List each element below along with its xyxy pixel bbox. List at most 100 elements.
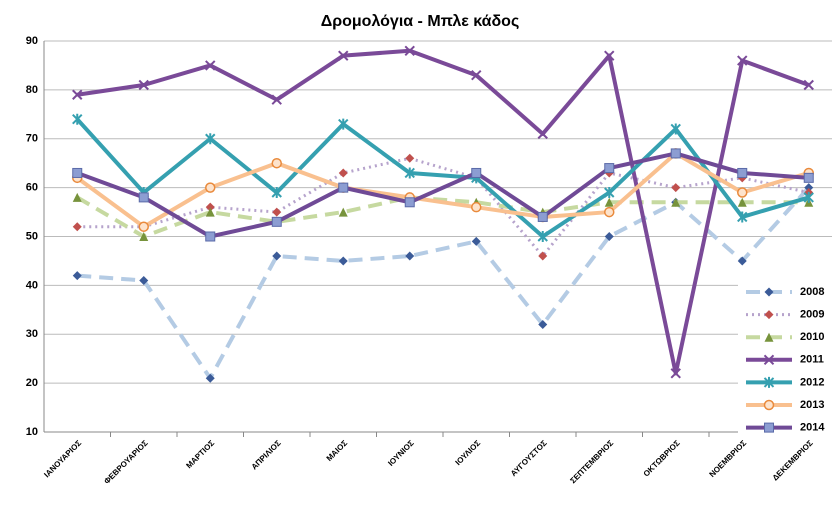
marker [271,157,282,169]
marker [670,368,681,379]
marker [271,187,282,199]
marker [205,133,216,145]
marker [271,94,282,105]
marker [604,187,615,199]
marker [803,79,814,91]
marker [205,207,215,217]
legend-label: 2012 [800,376,824,388]
marker [338,256,348,266]
y-tick-label: 20 [26,377,38,389]
marker [471,70,482,81]
marker [604,232,614,241]
x-tick-label: ΑΥΓΟΥΣΤΟΣ [509,438,549,478]
y-tick-label: 40 [26,279,38,291]
y-tick-label: 90 [26,35,38,47]
marker [537,128,548,140]
marker [671,197,681,207]
marker [404,197,415,208]
marker [737,55,748,66]
marker [764,287,774,297]
marker [471,201,482,213]
marker [338,168,348,178]
marker [764,332,774,342]
x-tick-label: ΜΑΡΤΙΟΣ [184,438,216,470]
series-line [77,186,811,381]
marker [272,207,282,217]
series-line [76,195,809,239]
marker [737,211,748,223]
marker [138,79,149,91]
marker [803,172,814,183]
marker [139,232,149,241]
x-tick-label: ΑΠΡΙΛΙΟΣ [250,438,283,471]
marker [737,167,748,178]
marker [205,60,216,71]
marker [737,197,747,207]
marker [139,275,149,285]
marker [471,236,481,246]
marker [764,422,774,433]
chart-title: Δρομολόγια - Μπλε κάδος [321,13,520,30]
y-tick-label: 50 [26,230,38,242]
marker [763,399,775,411]
series-line [76,151,809,239]
marker [405,251,415,261]
legend-label: 2011 [800,354,824,366]
marker [205,373,215,383]
marker [538,319,548,329]
marker [72,192,82,202]
marker [763,376,775,388]
x-tick-label: ΙΟΥΝΙΟΣ [386,438,416,468]
x-tick-label: ΔΕΚΕΜΒΡΙΟΣ [771,438,815,482]
y-tick-label: 30 [26,328,38,340]
y-tick-label: 80 [26,84,38,96]
marker [72,89,83,100]
marker [72,222,82,232]
legend-label: 2008 [800,286,824,298]
marker [138,192,149,203]
y-tick-label: 10 [26,426,38,438]
marker [271,216,282,227]
x-tick-label: ΜΑΙΟΣ [325,438,350,463]
marker [671,183,681,193]
legend: 2008 2009 2010 2011 2012 2013 2014 [738,280,832,440]
x-tick-label: ΙΟΥΛΙΟΣ [454,438,483,467]
marker [737,187,748,198]
marker [72,113,83,125]
marker [763,354,775,366]
x-tick-label: ΣΕΠΤΕΜΒΡΙΟΣ [568,438,615,485]
marker [404,45,415,56]
marker [670,148,681,159]
marker [604,50,615,61]
series-line [76,48,810,376]
marker [737,256,747,266]
y-tick-label: 60 [26,182,38,194]
marker [670,123,681,135]
x-tick-label: ΙΑΝΟΥΑΡΙΟΣ [42,438,83,479]
x-tick-label: ΟΚΤΩΒΡΙΟΣ [642,438,682,478]
marker [404,167,415,179]
marker [471,167,482,178]
marker [604,206,615,218]
marker [205,202,215,212]
marker [764,310,774,320]
marker [338,182,349,193]
marker [804,183,814,193]
marker [205,182,216,193]
legend-label: 2009 [800,309,824,321]
series-line [76,151,810,229]
legend-label: 2010 [800,331,824,343]
marker [537,231,548,242]
marker [803,191,814,203]
legend-label: 2014 [800,422,825,434]
legend-label: 2013 [800,399,824,411]
marker [272,251,282,261]
x-tick-label: ΦΕΒΡΟΥΑΡΙΟΣ [102,438,150,486]
marker [537,211,548,222]
marker [538,251,548,261]
marker [205,231,216,242]
marker [138,221,149,232]
marker [405,153,415,163]
series-line [75,117,810,239]
marker [72,271,82,281]
